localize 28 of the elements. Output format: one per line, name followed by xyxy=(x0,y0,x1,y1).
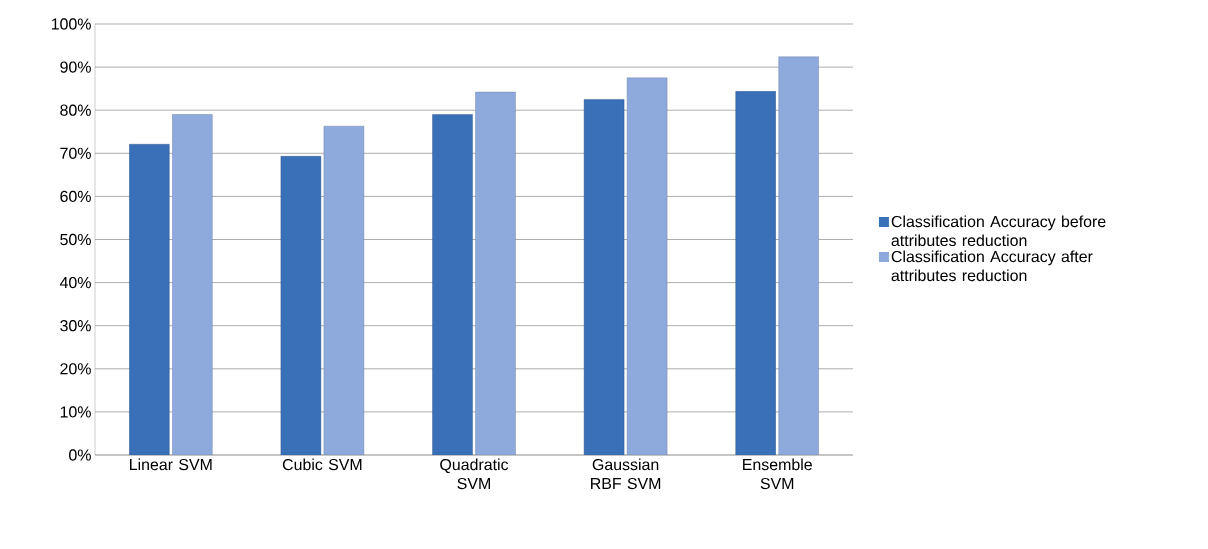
y-tick-label: 70% xyxy=(60,147,91,159)
legend-label: Classification Accuracy before attributes reduction xyxy=(891,215,1106,247)
x-tick-label: Ensemble SVM xyxy=(743,458,812,490)
x-tick-label: Linear SVM xyxy=(130,458,212,471)
bar xyxy=(626,77,668,455)
bar xyxy=(583,99,625,455)
bar xyxy=(475,91,516,455)
x-tick-label: Cubic SVM xyxy=(282,458,362,471)
bar xyxy=(432,114,473,455)
y-tick-label: 0% xyxy=(69,449,91,461)
x-tick-label: Quadratic SVM xyxy=(440,458,509,490)
legend-label: Classification Accuracy after attributes reduction xyxy=(891,250,1093,282)
bar xyxy=(778,56,819,455)
bar xyxy=(323,125,365,455)
bar xyxy=(280,156,322,455)
y-tick-label: 30% xyxy=(60,320,91,332)
y-tick-label: 20% xyxy=(60,363,91,375)
y-tick-label: 60% xyxy=(60,190,91,203)
y-tick-label: 40% xyxy=(59,276,91,289)
y-tick-label: 10% xyxy=(60,406,91,418)
bar xyxy=(129,144,170,455)
y-tick-label: 50% xyxy=(60,233,91,246)
y-tick-label: 80% xyxy=(60,104,91,116)
bar xyxy=(172,114,213,455)
bar xyxy=(735,91,776,455)
y-tick-label: 100% xyxy=(51,18,91,30)
y-tick-label: 90% xyxy=(60,61,91,73)
x-tick-label: Gaussian RBF SVM xyxy=(591,458,661,490)
